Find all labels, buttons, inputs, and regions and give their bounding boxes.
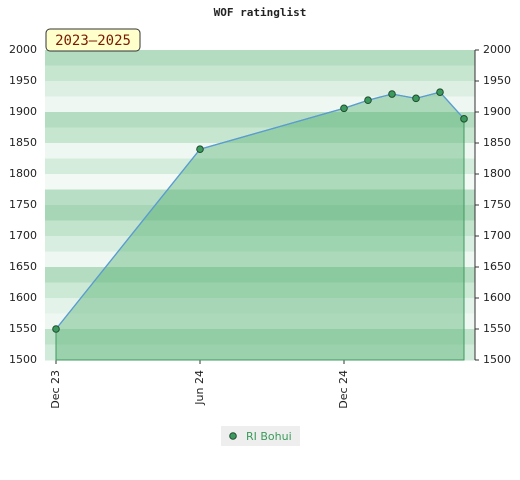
- x-tick-label: Jun 24: [193, 370, 206, 406]
- background-band: [45, 174, 475, 190]
- point: [388, 90, 396, 98]
- y2-tick-label: 1750: [483, 198, 511, 211]
- background-band: [45, 50, 475, 66]
- y-tick-label: 1700: [9, 229, 37, 242]
- y-tick-label: 1550: [9, 322, 37, 335]
- y-tick-label: 1750: [9, 198, 37, 211]
- legend-box: [221, 426, 300, 446]
- background-band: [45, 112, 475, 128]
- y2-tick-label: 1900: [483, 105, 511, 118]
- y2-tick-label: 1850: [483, 136, 511, 149]
- point: [364, 96, 372, 105]
- y2-tick-label: 1500: [483, 353, 511, 366]
- background-band: [45, 189, 475, 206]
- background-band: [45, 220, 475, 237]
- y2-tick-label: 1700: [483, 229, 511, 242]
- background-band: [45, 81, 475, 97]
- background-band: [45, 236, 475, 252]
- point: [196, 145, 204, 153]
- y2-tick-label: 2000: [483, 43, 511, 56]
- point: [412, 94, 420, 103]
- y-tick-label: 1900: [9, 105, 37, 118]
- background-band: [45, 282, 475, 299]
- line: [55, 91, 465, 330]
- period-label: 2023–2025: [55, 33, 131, 49]
- y-tick-label: 1650: [9, 260, 37, 273]
- background-band: [45, 329, 475, 345]
- background-band: [45, 251, 475, 268]
- background-band: [45, 143, 475, 159]
- point: [52, 325, 60, 333]
- background-band: [45, 344, 475, 361]
- x-tick-label: Dec 23: [49, 370, 62, 409]
- y2-tick-label: 1800: [483, 167, 511, 180]
- background-band: [45, 313, 475, 330]
- legend-marker: [229, 432, 237, 440]
- background-band: [45, 127, 475, 144]
- y2-tick-label: 1950: [483, 74, 511, 87]
- background-band: [45, 158, 475, 175]
- point: [340, 104, 348, 113]
- background-band: [45, 298, 475, 314]
- background-band: [45, 267, 475, 283]
- y-tick-label: 1800: [9, 167, 37, 180]
- period-badge: [45, 28, 141, 52]
- chart-title: WOF ratinglist: [214, 6, 307, 19]
- y2-tick-label: 1650: [483, 260, 511, 273]
- y-tick-label: 1950: [9, 74, 37, 87]
- point: [436, 88, 444, 96]
- y-tick-label: 1500: [9, 353, 37, 366]
- x-tick-label: Dec 24: [337, 370, 350, 409]
- y-tick-label: 1850: [9, 136, 37, 149]
- y2-tick-label: 1550: [483, 322, 511, 335]
- point: [460, 115, 468, 123]
- y2-tick-label: 1600: [483, 291, 511, 304]
- y-tick-label: 1600: [9, 291, 37, 304]
- background-band: [45, 65, 475, 82]
- y-tick-label: 2000: [9, 43, 37, 56]
- legend-label: RI Bohui: [246, 430, 292, 443]
